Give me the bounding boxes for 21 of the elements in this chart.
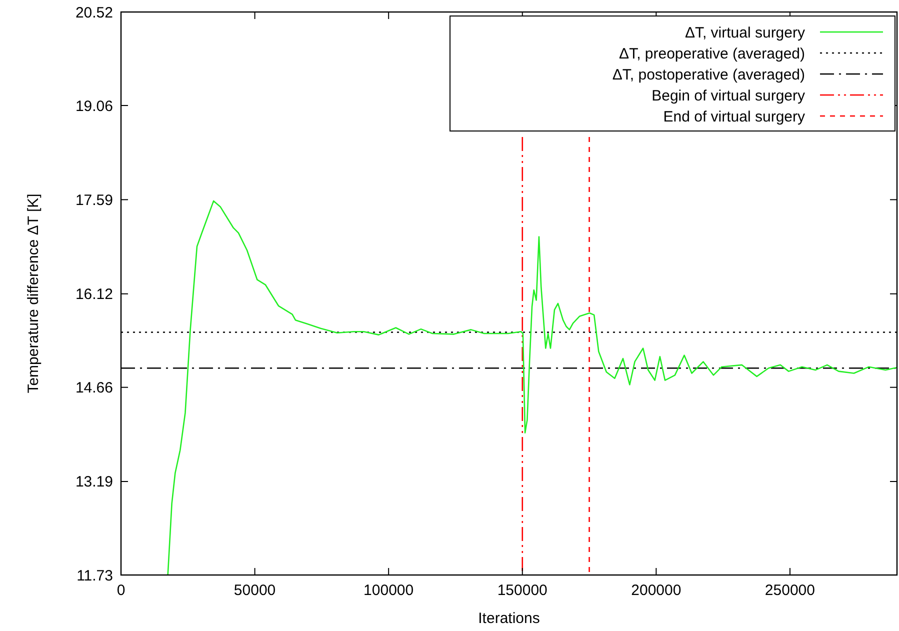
x-axis-title: Iterations <box>478 610 540 627</box>
legend-label: ΔT, virtual surgery <box>684 24 806 42</box>
legend-label: Begin of virtual surgery <box>652 87 806 104</box>
x-tick-label: 200000 <box>631 582 682 599</box>
x-tick-label: 150000 <box>497 582 548 599</box>
x-tick-label: 250000 <box>764 582 815 599</box>
legend-label: ΔT, postoperative (averaged) <box>612 66 805 84</box>
y-tick-label: 20.52 <box>75 4 113 22</box>
x-tick-label: 0 <box>116 582 126 599</box>
y-tick-label: 13.19 <box>75 474 113 491</box>
legend-label: ΔT, preoperative (averaged) <box>619 45 805 62</box>
legend-label: End of virtual surgery <box>663 108 806 126</box>
y-tick-label: 17.59 <box>75 192 113 209</box>
y-tick-label: 19.06 <box>75 98 113 115</box>
y-axis-title: Temperature difference ΔT [K] <box>25 194 42 394</box>
y-tick-label: 14.66 <box>75 380 113 397</box>
y-tick-label: 11.73 <box>76 567 113 584</box>
y-tick-label: 16.12 <box>75 286 113 304</box>
x-tick-label: 50000 <box>234 582 276 599</box>
line-series <box>167 200 897 575</box>
x-tick-label: 100000 <box>364 582 414 599</box>
